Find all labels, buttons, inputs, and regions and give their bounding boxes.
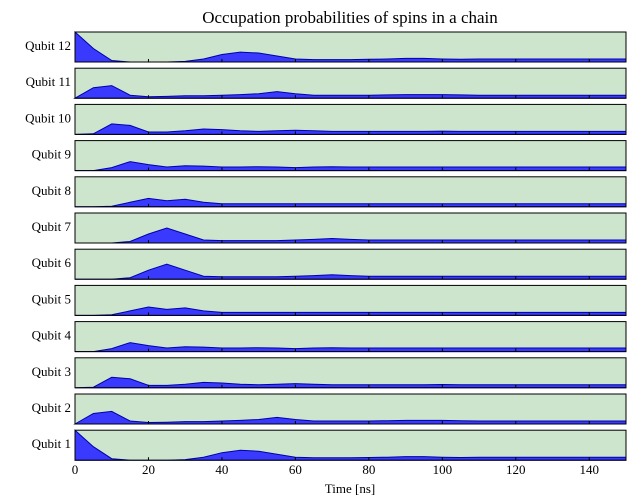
x-tick-label: 100 [433, 462, 453, 477]
legend-label: Qubit 7 [32, 219, 72, 234]
panel-frame [74, 140, 627, 172]
panel-frame [74, 321, 627, 353]
panel-frame [74, 284, 627, 316]
panel-frame [74, 393, 627, 425]
panel-background [75, 68, 626, 99]
area [75, 342, 627, 353]
panel-frame [74, 357, 627, 389]
legend-label: Qubit 12 [25, 38, 71, 53]
legend-label: Qubit 10 [25, 110, 71, 125]
panel-frame [74, 248, 627, 280]
legend-label: Qubit 5 [32, 291, 71, 306]
panel-frame [74, 176, 627, 208]
panel-background [75, 394, 626, 424]
legend-label: Qubit 11 [26, 74, 71, 89]
panel-background [75, 140, 626, 171]
panel-background [75, 32, 626, 62]
panel-frame [74, 31, 627, 63]
x-tick-label: 80 [362, 462, 375, 477]
panel-frame [74, 103, 627, 135]
legend-label: Qubit 3 [32, 364, 71, 379]
legend-label: Qubit 2 [32, 400, 71, 415]
legend-label: Qubit 1 [32, 436, 71, 451]
panel-frame [74, 212, 627, 244]
area [75, 161, 627, 172]
x-tick-label: 40 [215, 462, 228, 477]
panel-background [75, 104, 626, 135]
panel-frame [74, 429, 627, 461]
x-axis-label: Time [ns] [325, 481, 375, 496]
panel-background [75, 357, 626, 388]
x-tick-label: 60 [289, 462, 302, 477]
x-tick-label: 120 [506, 462, 526, 477]
legend-label: Qubit 9 [32, 147, 71, 162]
legend-label: Qubit 6 [32, 255, 72, 270]
legend-label: Qubit 4 [32, 328, 72, 343]
x-tick-label: 0 [72, 462, 79, 477]
x-tick-label: 140 [580, 462, 600, 477]
x-tick-label: 20 [142, 462, 155, 477]
chart-title: Occupation probabilities of spins in a c… [202, 8, 498, 27]
panel-frame [74, 67, 627, 99]
panel-background [75, 321, 626, 352]
panel-background [75, 430, 626, 461]
legend-label: Qubit 8 [32, 183, 71, 198]
